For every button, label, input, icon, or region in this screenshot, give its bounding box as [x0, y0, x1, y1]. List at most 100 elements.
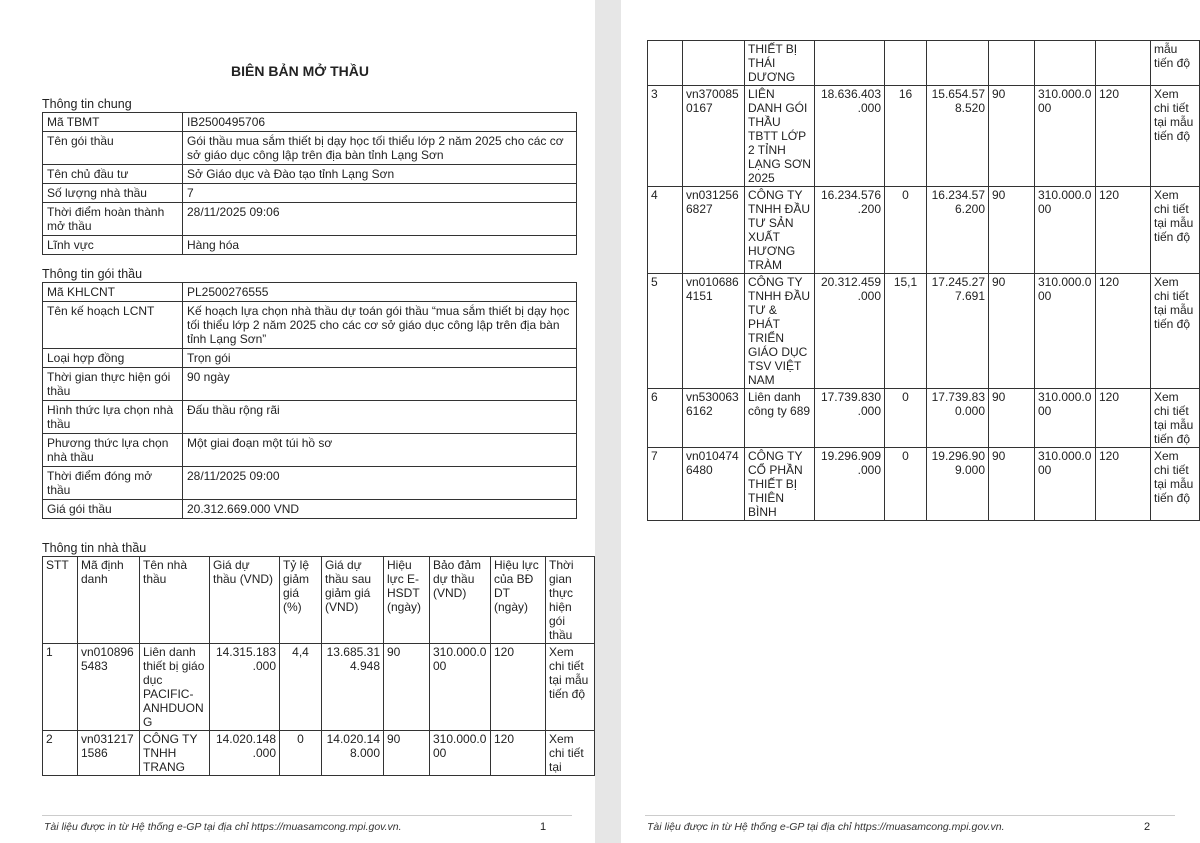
cell [926, 40, 989, 86]
cell: vn0108965483 [77, 643, 140, 731]
cell: Bảo đảm dự thầu (VND) [429, 556, 491, 644]
cell: 14.315.183.000 [209, 643, 280, 731]
cell: vn0104746480 [682, 447, 745, 521]
cell: 16.234.576.200 [926, 186, 989, 274]
info-row: Hình thức lựa chọn nhà thầu Đấu thầu rộng… [42, 400, 577, 434]
table-row: 7 vn0104746480 CÔNG TY CỔ PHẦN THIẾT BỊ TH… [647, 447, 1200, 521]
general-info-table: Mã TBMT IB2500495706 Tên gói thầu Gói thầu … [42, 112, 577, 255]
cell: Xem chi tiết tại mẫu tiến độ [1150, 447, 1200, 521]
cell: Xem chi tiết tại mẫu tiến độ [1150, 85, 1200, 187]
cell: Giá gói thầu [42, 499, 183, 519]
cell: 15.654.578.520 [926, 85, 989, 187]
table-row: 5 vn0106864151 CÔNG TY TNHH ĐẦU TƯ & PHÁT … [647, 273, 1200, 389]
cell: Mã TBMT [42, 112, 183, 132]
cell: 90 [383, 643, 430, 731]
cell: Tên gói thầu [42, 131, 183, 165]
cell: 1 [42, 643, 78, 731]
cell: LIÊN DANH GÓI THẦU TBTT LỚP 2 TỈNH LẠNG … [744, 85, 815, 187]
cell: 17.739.830.000 [926, 388, 989, 448]
cell: CÔNG TY CỔ PHẦN THIẾT BỊ THIÊN BÌNH [744, 447, 815, 521]
document-title: BIÊN BẢN MỞ THẦU [231, 63, 369, 79]
cell: Số lượng nhà thầu [42, 183, 183, 203]
cell: Thời điểm hoàn thành mở thầu [42, 202, 183, 236]
cell: Thời điểm đóng mở thầu [42, 466, 183, 500]
cell: 0 [884, 388, 927, 448]
bidders-heading: Thông tin nhà thầu [42, 541, 147, 555]
cell: Xem chi tiết tại mẫu tiến độ [1150, 186, 1200, 274]
page-1-content: BIÊN BẢN MỞ THẦU Thông tin chung Mã TBMT… [42, 62, 595, 776]
cell: 120 [1095, 186, 1151, 274]
table-row: 2 vn0312171586 CÔNG TY TNHH TRANG 14.020.14… [42, 730, 595, 776]
page-number: 2 [1144, 821, 1151, 833]
cell: 0 [884, 447, 927, 521]
cell: Hiệu lực E-HSDT (ngày) [383, 556, 430, 644]
cell: vn5300636162 [682, 388, 745, 448]
cell: CÔNG TY TNHH ĐẦU TƯ & PHÁT TRIỂN GIÁO DỤ… [744, 273, 815, 389]
info-row: Thời điểm hoàn thành mở thầu 28/11/2025 0… [42, 202, 577, 236]
info-row: Phương thức lựa chọn nhà thầu Một giai đo… [42, 433, 577, 467]
cell: 20.312.669.000 VND [182, 499, 577, 519]
cell: Đấu thầu rộng rãi [182, 400, 577, 434]
cell: 7 [647, 447, 683, 521]
cell: 310.000.000 [1034, 186, 1096, 274]
cell: 4,4 [279, 643, 322, 731]
cell: Sở Giáo dục và Đào tạo tỉnh Lạng Sơn [182, 164, 577, 184]
info-row: Loại hợp đồng Trọn gói [42, 348, 577, 368]
cell: 90 [988, 273, 1035, 389]
info-row: Thời điểm đóng mở thầu 28/11/2025 09:00 [42, 466, 577, 500]
cell: 5 [647, 273, 683, 389]
footer-divider [645, 815, 1175, 816]
cell: Phương thức lựa chọn nhà thầu [42, 433, 183, 467]
cell: 310.000.000 [1034, 273, 1096, 389]
cell: 0 [279, 730, 322, 776]
cell: 17.245.277.691 [926, 273, 989, 389]
cell: 0 [884, 186, 927, 274]
info-row: Tên kế hoạch LCNT Kế hoạch lựa chọn nhà t… [42, 301, 577, 349]
cell: 16 [884, 85, 927, 187]
table-row: THIẾT BỊ THÁI DƯƠNG mẫu tiến độ [647, 40, 1200, 86]
cell: Liên danh thiết bị giáo dục PACIFIC-ANHD… [139, 643, 210, 731]
cell: 16.234.576.200 [814, 186, 885, 274]
cell: Xem chi tiết tại mẫu tiến độ [1150, 273, 1200, 389]
cell: Gói thầu mua sắm thiết bị dạy học tối th… [182, 131, 577, 165]
info-row: Thời gian thực hiện gói thầu 90 ngày [42, 367, 577, 401]
cell: 14.020.148.000 [209, 730, 280, 776]
cell: vn3700850167 [682, 85, 745, 187]
cell: STT [42, 556, 78, 644]
cell: 6 [647, 388, 683, 448]
bidders-table-page-2: THIẾT BỊ THÁI DƯƠNG mẫu tiến độ 3 vn3700850… [647, 40, 1200, 521]
cell: 19.296.909.000 [926, 447, 989, 521]
cell [884, 40, 927, 86]
footer-divider [42, 815, 572, 816]
cell: Hình thức lựa chọn nhà thầu [42, 400, 183, 434]
cell: Giá dự thầu sau giảm giá (VND) [321, 556, 384, 644]
cell: Xem chi tiết tại mẫu tiến độ [545, 643, 595, 731]
cell: THIẾT BỊ THÁI DƯƠNG [744, 40, 815, 86]
cell: 18.636.403.000 [814, 85, 885, 187]
cell: 90 [988, 388, 1035, 448]
cell: Tên nhà thầu [139, 556, 210, 644]
cell: Kế hoạch lựa chọn nhà thầu dự toán gói t… [182, 301, 577, 349]
cell: Trọn gói [182, 348, 577, 368]
cell: 90 ngày [182, 367, 577, 401]
cell: 310.000.000 [1034, 388, 1096, 448]
cell: mẫu tiến độ [1150, 40, 1200, 86]
cell: CÔNG TY TNHH ĐẦU TƯ SẢN XUẤT HƯƠNG TRÀM [744, 186, 815, 274]
table-row: 1 vn0108965483 Liên danh thiết bị giáo dục… [42, 643, 595, 731]
page-2: THIẾT BỊ THÁI DƯƠNG mẫu tiến độ 3 vn3700850… [621, 0, 1200, 843]
cell: 4 [647, 186, 683, 274]
cell: 310.000.000 [1034, 447, 1096, 521]
cell: Mã định danh [77, 556, 140, 644]
cell: Thời gian thực hiện gói thầu [545, 556, 595, 644]
cell [682, 40, 745, 86]
info-row: Tên chủ đầu tư Sở Giáo dục và Đào tạo tỉn… [42, 164, 577, 184]
cell: vn0312566827 [682, 186, 745, 274]
bidders-table-page-1: STT Mã định danh Tên nhà thầu Giá dự thầu (… [42, 556, 595, 776]
cell: 14.020.148.000 [321, 730, 384, 776]
cell: 90 [988, 447, 1035, 521]
cell: 7 [182, 183, 577, 203]
cell: Thời gian thực hiện gói thầu [42, 367, 183, 401]
cell: 17.739.830.000 [814, 388, 885, 448]
general-info-heading: Thông tin chung [42, 97, 132, 111]
cell: 120 [1095, 85, 1151, 187]
